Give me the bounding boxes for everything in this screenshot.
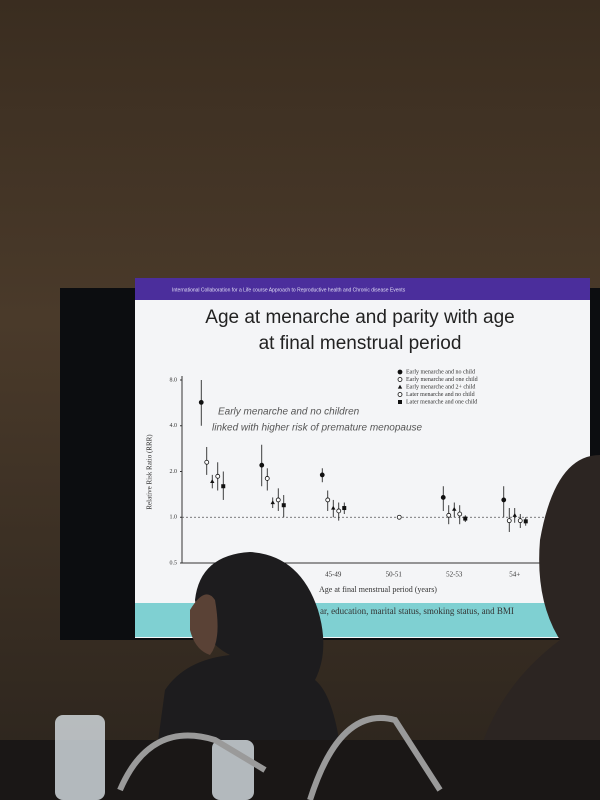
- marker: [331, 505, 336, 510]
- y-tick-label: 1.0: [170, 515, 178, 521]
- marker: [463, 516, 468, 521]
- marker: [259, 462, 265, 468]
- marker: [396, 514, 402, 520]
- y-axis-label: Relative Risk Ratio (RRR): [146, 434, 154, 510]
- legend-entry: Later menarche and one child: [398, 399, 477, 405]
- y-tick-label: 2.0: [170, 469, 178, 475]
- x-tick-label: 45-49: [325, 571, 342, 579]
- marker: [270, 500, 275, 505]
- microphone: [307, 715, 443, 800]
- marker: [452, 506, 457, 511]
- marker: [281, 503, 286, 508]
- water-bottle: [55, 715, 105, 800]
- slide-header: International Collaboration for a Life c…: [172, 287, 406, 293]
- legend-swatch: [398, 400, 402, 404]
- x-axis-label: Age at final menstrual period (years): [319, 585, 437, 594]
- footnote: ar, education, marital status, smoking s…: [320, 606, 514, 616]
- marker: [457, 511, 463, 517]
- legend-swatch: [397, 369, 403, 375]
- marker: [210, 479, 215, 484]
- marker: [275, 497, 281, 503]
- y-tick-label: 8.0: [170, 377, 178, 383]
- marker: [446, 512, 452, 518]
- legend-label: Later menarche and one child: [406, 399, 477, 405]
- legend-label: Early menarche and no child: [406, 369, 475, 375]
- microphone: [117, 732, 267, 792]
- marker: [523, 519, 528, 524]
- person-silhouette: [470, 455, 600, 800]
- marker: [204, 459, 210, 465]
- y-tick-label: 0.5: [170, 560, 178, 566]
- legend-entry: Early menarche and no child: [397, 369, 475, 375]
- legend-swatch: [397, 384, 403, 389]
- marker: [221, 484, 226, 489]
- legend-label: Early menarche and one child: [406, 377, 478, 383]
- x-tick-label: 52-53: [446, 571, 463, 579]
- legend-swatch: [397, 377, 403, 382]
- annotation: Early menarche and no children: [218, 407, 360, 418]
- marker: [517, 518, 523, 524]
- marker: [506, 518, 512, 524]
- marker: [501, 497, 507, 503]
- marker: [264, 476, 270, 481]
- legend-swatch: [397, 392, 403, 397]
- legend-entry: Later menarche and no child: [397, 392, 475, 398]
- legend-label: Later menarche and no child: [406, 392, 475, 398]
- face: [190, 594, 218, 655]
- marker: [440, 495, 446, 500]
- x-tick-label: 50-51: [386, 571, 403, 579]
- legend-label: Early menarche and 2+ child: [406, 384, 475, 390]
- legend-entry: Early menarche and one child: [397, 377, 478, 383]
- marker: [336, 508, 342, 514]
- marker: [215, 473, 221, 479]
- marker: [512, 512, 517, 517]
- chart-title: Age at menarche and parity with age at fi…: [205, 307, 514, 354]
- marker: [342, 506, 347, 511]
- slide-header-band: [135, 278, 590, 300]
- marker: [198, 399, 204, 405]
- annotation: linked with higher risk of premature men…: [212, 423, 423, 434]
- legend-entry: Early menarche and 2+ child: [397, 384, 475, 390]
- marker: [319, 472, 325, 478]
- y-tick-label: 4.0: [170, 423, 178, 429]
- marker: [325, 497, 331, 503]
- x-tick-label: 54+: [509, 571, 520, 579]
